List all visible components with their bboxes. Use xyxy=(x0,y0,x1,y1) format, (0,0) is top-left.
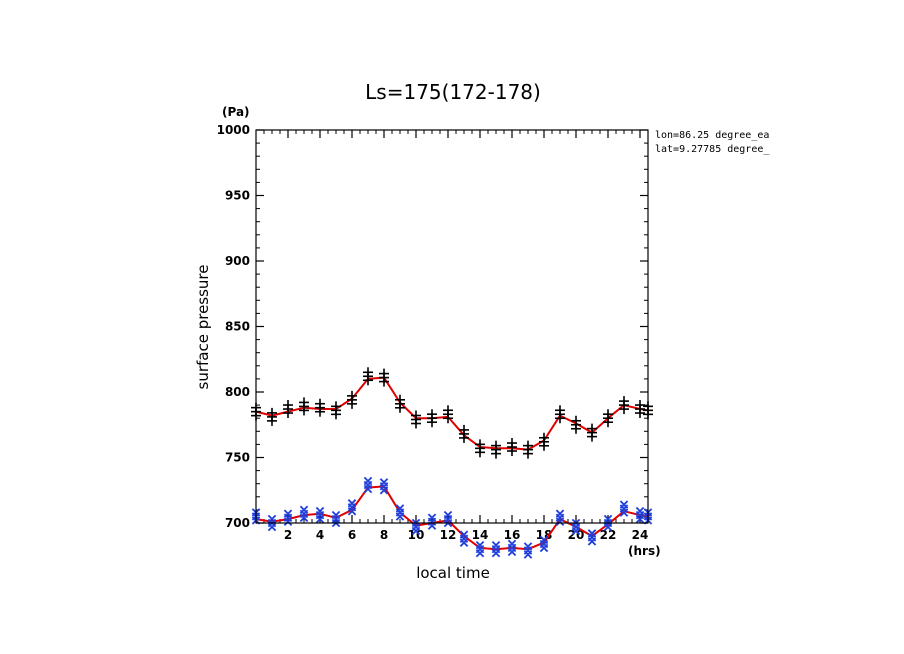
x-point xyxy=(299,505,309,523)
x-point xyxy=(331,510,341,528)
x-point xyxy=(475,540,485,558)
x-stroke xyxy=(459,538,469,547)
plus-point xyxy=(395,394,405,413)
x-tick-label: 22 xyxy=(600,528,617,542)
x-tick-label: 2 xyxy=(284,528,292,542)
x-point xyxy=(315,506,325,524)
x-tick-label: 4 xyxy=(316,528,324,542)
x-stroke xyxy=(395,512,405,521)
x-stroke xyxy=(379,486,389,495)
plus-point xyxy=(619,396,629,415)
x-stroke xyxy=(267,522,277,532)
x-stroke xyxy=(571,526,581,536)
x-stroke xyxy=(299,513,309,523)
chart-title: Ls=175(172-178) xyxy=(365,80,541,104)
plot-frame xyxy=(255,129,649,524)
plus-point xyxy=(443,405,453,424)
x-stroke xyxy=(635,514,645,524)
x-point xyxy=(491,540,501,558)
x-point xyxy=(555,509,565,526)
y-unit-label: (Pa) xyxy=(222,105,250,119)
y-tick-label: 750 xyxy=(225,451,250,465)
x-stroke xyxy=(555,517,565,526)
plus-point xyxy=(379,368,389,387)
x-point xyxy=(347,499,357,516)
plus-point xyxy=(459,424,469,443)
plus-point xyxy=(507,438,517,457)
plus-point xyxy=(315,398,325,417)
x-tick-label: 16 xyxy=(504,528,521,542)
x-point xyxy=(587,529,597,546)
x-tick-label: 8 xyxy=(380,528,388,542)
fit-line-2 xyxy=(255,376,649,451)
plus-point xyxy=(331,401,341,420)
x-stroke xyxy=(347,507,357,516)
x-stroke xyxy=(507,547,517,557)
plus-point xyxy=(635,400,645,419)
x-point xyxy=(635,506,645,524)
x-stroke xyxy=(491,548,501,558)
x-point xyxy=(379,478,389,495)
y-tick-label: 950 xyxy=(225,189,250,203)
x-tick-label: 20 xyxy=(568,528,585,542)
y-axis-title: surface pressure xyxy=(194,265,212,390)
x-point xyxy=(443,510,453,528)
x-stroke xyxy=(315,514,325,524)
x-stroke xyxy=(603,522,613,532)
x-stroke xyxy=(475,548,485,558)
plus-point xyxy=(491,440,501,459)
plus-point xyxy=(523,440,533,459)
x-stroke xyxy=(619,508,629,517)
plus-point xyxy=(347,390,357,409)
plus-point xyxy=(475,439,485,458)
x-point xyxy=(507,539,517,557)
x-stroke xyxy=(523,550,533,559)
x-stroke xyxy=(283,517,293,526)
plus-point xyxy=(411,410,421,429)
plus-point xyxy=(587,423,597,442)
x-tick-label: 12 xyxy=(440,528,457,542)
x-stroke xyxy=(587,537,597,546)
x-point xyxy=(459,530,469,547)
plus-point xyxy=(299,397,309,416)
x-tick-label: 10 xyxy=(408,528,425,542)
y-tick-label: 900 xyxy=(225,254,250,268)
y-tick-label: 800 xyxy=(225,385,250,399)
x-stroke xyxy=(411,526,421,536)
plus-point xyxy=(427,409,437,428)
x-point xyxy=(427,513,437,530)
x-point xyxy=(619,500,629,517)
x-stroke xyxy=(539,543,549,553)
plus-point xyxy=(571,415,581,434)
latitude-note: lat=9.27785 degree_ xyxy=(655,144,770,155)
plus-point xyxy=(267,407,277,426)
plus-point xyxy=(283,400,293,419)
plus-point xyxy=(539,432,549,451)
x-point xyxy=(603,514,613,532)
x-tick-label: 14 xyxy=(472,528,489,542)
y-tick-label: 850 xyxy=(225,320,250,334)
x-point xyxy=(539,535,549,553)
plus-point xyxy=(363,367,373,386)
x-point xyxy=(283,509,293,526)
x-unit-label: (hrs) xyxy=(628,544,661,558)
x-tick-label: 24 xyxy=(632,528,649,542)
x-axis-title: local time xyxy=(416,564,490,582)
plus-point xyxy=(603,409,613,428)
x-point xyxy=(395,504,405,521)
x-point xyxy=(523,542,533,559)
x-point xyxy=(363,476,373,494)
plus-point xyxy=(555,405,565,424)
y-tick-label: 1000 xyxy=(217,123,250,137)
y-tick-label: 700 xyxy=(225,516,250,530)
longitude-note: lon=86.25 degree_ea xyxy=(655,130,769,141)
x-tick-label: 6 xyxy=(348,528,356,542)
x-tick-label: 18 xyxy=(536,528,553,542)
x-stroke xyxy=(363,484,373,494)
